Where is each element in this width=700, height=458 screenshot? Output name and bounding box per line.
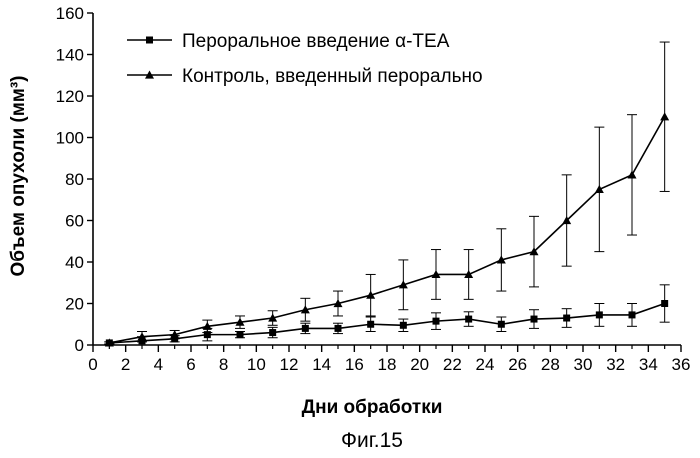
x-tick-label: 32 bbox=[606, 355, 625, 374]
legend-item: Контроль, введенный перорально bbox=[127, 66, 483, 87]
chart: 0204060801001201401600246810121416182022… bbox=[0, 0, 700, 458]
legend-label: Пероральное введение α-TEA bbox=[182, 31, 450, 52]
x-tick-label: 26 bbox=[508, 355, 527, 374]
x-tick-label: 30 bbox=[574, 355, 593, 374]
x-tick-label: 18 bbox=[378, 355, 397, 374]
y-tick-label: 0 bbox=[75, 336, 84, 355]
x-tick-label: 6 bbox=[186, 355, 195, 374]
y-tick-label: 80 bbox=[65, 170, 84, 189]
x-tick-label: 14 bbox=[312, 355, 331, 374]
series-control bbox=[104, 42, 669, 346]
data-point bbox=[595, 185, 604, 193]
data-point bbox=[563, 315, 570, 322]
data-point bbox=[367, 321, 374, 328]
y-axis-title: Объем опухоли (мм³) bbox=[8, 76, 29, 277]
data-point bbox=[660, 112, 669, 120]
y-tick-label: 20 bbox=[65, 295, 84, 314]
x-tick-label: 20 bbox=[410, 355, 429, 374]
y-tick-label: 160 bbox=[56, 4, 84, 23]
data-point bbox=[302, 325, 309, 332]
data-point bbox=[335, 325, 342, 332]
data-point bbox=[400, 322, 407, 329]
x-tick-label: 4 bbox=[154, 355, 163, 374]
x-tick-label: 12 bbox=[280, 355, 299, 374]
data-point bbox=[269, 329, 276, 336]
x-tick-label: 8 bbox=[219, 355, 228, 374]
data-point bbox=[531, 316, 538, 323]
y-tick-label: 120 bbox=[56, 87, 84, 106]
data-point bbox=[661, 300, 668, 307]
data-point bbox=[433, 318, 440, 325]
x-tick-label: 28 bbox=[541, 355, 560, 374]
x-tick-label: 24 bbox=[476, 355, 495, 374]
x-tick-label: 36 bbox=[672, 355, 691, 374]
series-layer bbox=[104, 42, 669, 346]
y-tick-label: 60 bbox=[65, 212, 84, 231]
data-point bbox=[596, 311, 603, 318]
x-tick-label: 22 bbox=[443, 355, 462, 374]
data-point bbox=[628, 170, 637, 178]
axes: 0204060801001201401600246810121416182022… bbox=[56, 4, 691, 374]
legend-item: Пероральное введение α-TEA bbox=[127, 31, 450, 52]
series-alpha-tea bbox=[104, 285, 669, 347]
figure-caption: Фиг.15 bbox=[341, 429, 403, 452]
y-tick-label: 40 bbox=[65, 253, 84, 272]
x-tick-label: 10 bbox=[247, 355, 266, 374]
series-line bbox=[109, 304, 664, 343]
x-tick-label: 0 bbox=[88, 355, 97, 374]
y-tick-label: 140 bbox=[56, 46, 84, 65]
data-point bbox=[465, 316, 472, 323]
legend-marker bbox=[146, 37, 153, 44]
series-line bbox=[109, 117, 664, 343]
legend: Пероральное введение α-TEA Контроль, введ… bbox=[127, 31, 483, 87]
x-tick-label: 16 bbox=[345, 355, 364, 374]
legend-label: Контроль, введенный перорально bbox=[182, 66, 483, 87]
x-axis-title: Дни обработки bbox=[302, 397, 443, 418]
y-tick-label: 100 bbox=[56, 129, 84, 148]
data-point bbox=[237, 331, 244, 338]
x-tick-label: 2 bbox=[121, 355, 130, 374]
data-point bbox=[498, 321, 505, 328]
x-tick-label: 34 bbox=[639, 355, 658, 374]
data-point bbox=[629, 311, 636, 318]
